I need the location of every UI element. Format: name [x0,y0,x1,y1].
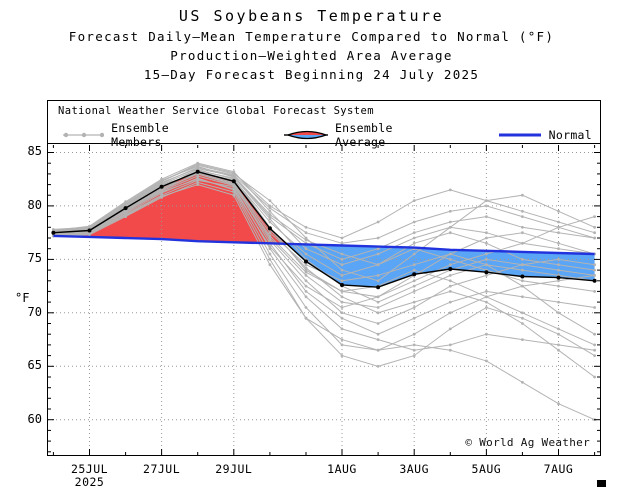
y-tick-label: 85 [27,144,42,159]
legend-item-ensemble-average: Ensemble Average [283,121,446,149]
legend-item-normal: Normal [498,128,592,142]
y-tick-label: 75 [27,251,42,266]
chart-title: US Soybeans Temperature [178,7,445,25]
x-tick-label: 3AUG [399,462,430,476]
x-tick-label: 7AUG [543,462,574,476]
chart-header: US Soybeans Temperature Forecast Daily–M… [0,0,623,82]
x-tick-label: 27JUL [143,462,181,476]
chart-subtitle-3: 15–Day Forecast Beginning 24 July 2025 [143,67,480,82]
legend-item-ensemble-members: Ensemble Members [62,121,222,149]
legend-label-normal: Normal [548,128,592,142]
legend-label-ensemble-average: Ensemble Average [334,121,393,149]
x-tick-label: 25JUL 2025 [70,462,109,489]
y-tick-label: 70 [27,304,42,319]
plot-canvas [48,145,600,455]
legend: National Weather Service Global Forecast… [48,101,600,149]
chart-frame: National Weather Service Global Forecast… [15,100,601,489]
legend-label-ensemble-members: Ensemble Members [111,121,169,149]
normal-symbol-icon [498,133,541,137]
x-tick-label: 1AUG [327,462,357,476]
chart-subtitle-2: Production–Weighted Area Average [170,48,453,63]
y-axis-tick-labels: 60 65 70 75 80 85 [10,144,42,455]
x-tick-label: 29JUL [215,462,253,476]
ensemble-members-symbol-icon [63,132,105,138]
y-tick-label: 80 [27,197,42,212]
plot-area: 60 65 70 75 80 85 °F 25JUL 2025 27JUL 29JUL 1AUG 3… [15,144,600,489]
legend-heading: National Weather Service Global Forecast… [58,105,374,117]
chart-subtitle-1: Forecast Daily–Mean Temperature Compared… [68,29,555,44]
y-axis-unit-label: °F [15,291,30,305]
y-tick-label: 65 [27,358,42,373]
copyright-text: © World Ag Weather [465,436,590,449]
ensemble-average-symbol-icon [283,130,328,140]
x-tick-label: 5AUG [471,462,502,476]
legend-row: Ensemble Members Ensemble Average Normal [58,121,592,149]
y-tick-label: 60 [27,411,42,426]
corner-mark [597,480,606,487]
